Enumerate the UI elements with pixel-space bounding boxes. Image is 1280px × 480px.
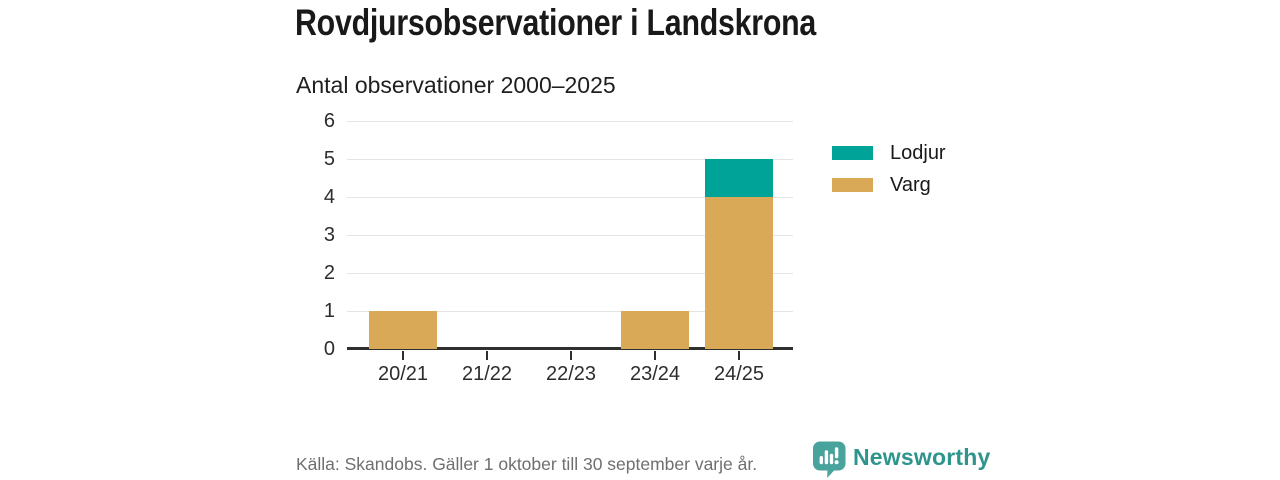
y-tick-label-6: 6	[323, 110, 335, 132]
x-tick-label-24-25: 24/25	[713, 363, 765, 385]
y-tick-label-1: 1	[323, 300, 335, 322]
x-axis-baseline	[347, 347, 793, 350]
chart-title: Rovdjursobservationer i Landskrona	[295, 2, 817, 43]
newsworthy-brand-link[interactable]: Newsworthy	[813, 441, 990, 478]
source-note: Källa: Skandobs. Gäller 1 oktober till 3…	[296, 454, 758, 474]
gridline-4	[347, 196, 793, 198]
x-tick-label-21-22: 21/22	[461, 363, 513, 385]
x-tick-20-21	[402, 351, 404, 360]
legend-label-lodjur: Lodjur	[890, 142, 946, 164]
x-tick-label-20-21: 20/21	[377, 363, 429, 385]
gridline-2	[347, 272, 793, 274]
chart-subtitle: Antal observationer 2000–2025	[296, 72, 616, 98]
x-tick-24-25	[738, 351, 740, 360]
legend-swatch-lodjur	[832, 146, 873, 160]
x-tick-23-24	[654, 351, 656, 360]
plot-area	[347, 120, 793, 350]
y-tick-label-0: 0	[323, 338, 335, 360]
legend-item-lodjur: Lodjur	[832, 142, 946, 164]
gridline-1	[347, 310, 793, 312]
logo-exclamation-dot	[834, 460, 839, 465]
x-tick-label-22-23: 22/23	[545, 363, 597, 385]
gridline-5	[347, 158, 793, 160]
brand-name: Newsworthy	[853, 444, 991, 470]
x-tick-label-23-24: 23/24	[629, 363, 681, 385]
y-tick-label-3: 3	[323, 224, 335, 246]
gridline-3	[347, 234, 793, 236]
legend-label-varg: Varg	[890, 174, 931, 196]
x-axis: 20/21 21/22 22/23 23/24 24/25	[347, 350, 793, 392]
gridline-6	[347, 120, 793, 122]
logo-bar-3	[829, 453, 834, 465]
newsworthy-bubble-icon	[813, 441, 846, 478]
bar-23-24-varg	[621, 311, 689, 349]
logo-bar-2	[824, 450, 829, 465]
bar-20-21-varg	[369, 311, 437, 349]
bar-24-25-lodjur	[705, 159, 773, 197]
bar-24-25-varg	[705, 197, 773, 349]
y-axis: 0 1 2 3 4 5 6	[288, 111, 335, 359]
x-tick-21-22	[486, 351, 488, 360]
legend-item-varg: Varg	[832, 174, 946, 196]
y-tick-label-2: 2	[323, 262, 335, 284]
legend: Lodjur Varg	[832, 142, 946, 196]
x-tick-22-23	[570, 351, 572, 360]
y-tick-label-4: 4	[323, 186, 335, 208]
y-tick-label-5: 5	[323, 148, 335, 170]
logo-bar-1	[819, 456, 823, 465]
logo-exclamation-bar	[834, 447, 839, 459]
legend-swatch-varg	[832, 178, 873, 192]
